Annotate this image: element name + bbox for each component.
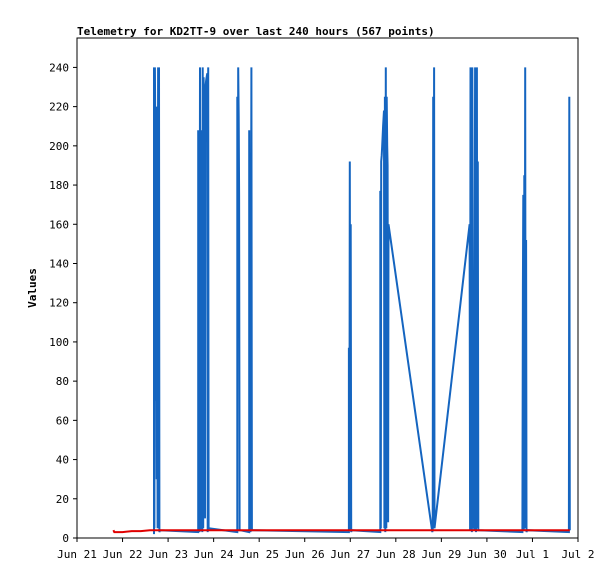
plot-area <box>76 37 579 539</box>
series-line-1 <box>153 67 571 535</box>
chart-title: Telemetry for KD2TT-9 over last 240 hour… <box>77 25 435 38</box>
x-tick-label: Jun 24 <box>194 548 234 561</box>
x-tick-label: Jun 26 <box>285 548 325 561</box>
y-tick-label: 220 <box>49 101 69 114</box>
x-tick-label: Jun 25 <box>239 548 279 561</box>
y-axis-ticks: 0 20 40 60 80 100 120 140 160 180 200 220 240 <box>49 61 77 545</box>
x-tick-label: Jun 30 <box>467 548 507 561</box>
x-tick-label: Jul 1 <box>516 548 549 561</box>
y-tick-label: 200 <box>49 140 69 153</box>
x-tick-label: Jun 23 <box>148 548 188 561</box>
y-tick-label: 120 <box>49 297 69 310</box>
y-tick-label: 100 <box>49 336 69 349</box>
x-tick-label: Jun 27 <box>330 548 370 561</box>
y-tick-label: 20 <box>56 493 69 506</box>
series-line-2 <box>112 529 570 534</box>
y-tick-label: 180 <box>49 179 69 192</box>
y-axis-label: Values <box>26 268 39 308</box>
x-tick-label: Jun 28 <box>376 548 416 561</box>
y-tick-label: 60 <box>56 414 69 427</box>
y-tick-label: 0 <box>62 532 69 545</box>
x-tick-label: Jul 2 <box>561 548 594 561</box>
y-tick-label: 160 <box>49 218 69 231</box>
x-tick-label: Jun 29 <box>421 548 461 561</box>
y-tick-label: 80 <box>56 375 69 388</box>
series-layer <box>112 67 571 535</box>
y-tick-label: 40 <box>56 454 69 467</box>
x-tick-label: Jun 21 <box>57 548 97 561</box>
y-tick-label: 240 <box>49 61 69 74</box>
x-axis-ticks: Jun 21 Jun 22 Jun 23 Jun 24 Jun 25 Jun 26 Jun … <box>57 538 595 561</box>
x-tick-label: Jun 22 <box>103 548 143 561</box>
y-tick-label: 140 <box>49 257 69 270</box>
